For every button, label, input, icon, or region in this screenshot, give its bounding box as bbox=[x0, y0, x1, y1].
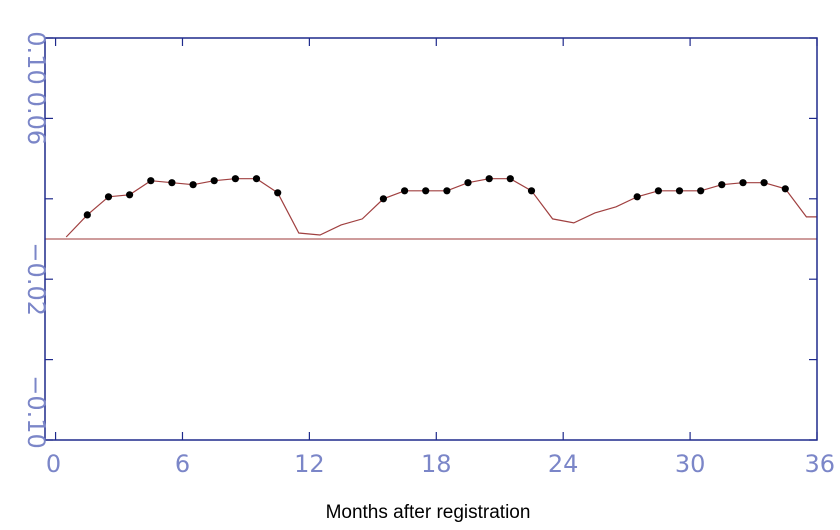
x-tick-label: 0 bbox=[46, 450, 61, 478]
x-tick-label: 30 bbox=[675, 450, 706, 478]
data-point bbox=[147, 177, 155, 185]
data-point bbox=[760, 179, 768, 187]
data-point bbox=[83, 211, 91, 219]
data-point bbox=[506, 175, 514, 183]
y-axis-ticks: −0.10 −0.02 0.06 0.10 bbox=[22, 31, 817, 449]
data-point bbox=[422, 187, 430, 195]
data-point bbox=[697, 187, 705, 195]
data-point bbox=[485, 175, 493, 183]
data-point bbox=[168, 179, 176, 187]
data-point bbox=[252, 175, 261, 183]
plot-area: 0 6 12 18 24 30 36 −0.10 −0.02 0.06 0.10 bbox=[22, 31, 835, 478]
x-tick-label: 18 bbox=[421, 450, 452, 478]
data-point bbox=[379, 195, 387, 203]
series-layer bbox=[65, 178, 817, 238]
y-tick-label: 0.10 bbox=[22, 31, 50, 84]
data-point bbox=[633, 193, 641, 201]
series-line bbox=[65, 178, 817, 238]
data-point bbox=[210, 177, 218, 185]
x-tick-label: 24 bbox=[548, 450, 579, 478]
plot-frame bbox=[44, 37, 818, 441]
data-point bbox=[464, 179, 472, 187]
x-axis-ticks: 0 6 12 18 24 30 36 bbox=[46, 38, 835, 478]
y-tick-label: −0.10 bbox=[22, 375, 50, 449]
data-point bbox=[104, 193, 113, 201]
data-point bbox=[527, 187, 536, 195]
data-point bbox=[401, 187, 409, 195]
data-point bbox=[675, 187, 684, 195]
y-tick-label: 0.06 bbox=[22, 92, 50, 145]
data-point bbox=[739, 179, 747, 187]
data-point bbox=[274, 189, 282, 197]
data-point bbox=[231, 175, 239, 183]
x-tick-label: 6 bbox=[175, 450, 190, 478]
marker-layer bbox=[83, 175, 789, 219]
data-point bbox=[781, 185, 789, 193]
y-tick-label: −0.02 bbox=[22, 242, 50, 316]
data-point bbox=[126, 191, 134, 199]
x-axis-title: Months after registration bbox=[326, 502, 531, 523]
data-point bbox=[718, 181, 726, 189]
data-point bbox=[654, 187, 663, 195]
data-point bbox=[443, 187, 451, 195]
x-tick-label: 12 bbox=[294, 450, 325, 478]
data-point bbox=[189, 181, 197, 189]
x-tick-label: 36 bbox=[804, 450, 835, 478]
